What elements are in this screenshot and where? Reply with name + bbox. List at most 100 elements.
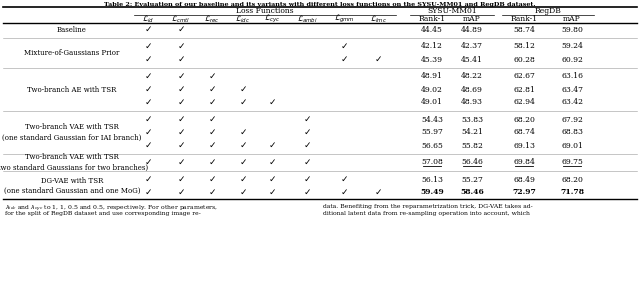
Text: 58.74: 58.74 bbox=[513, 25, 535, 33]
Text: ✓: ✓ bbox=[177, 175, 185, 184]
Text: ✓: ✓ bbox=[144, 42, 152, 51]
Text: 48.91: 48.91 bbox=[421, 73, 443, 80]
Text: data. Benefiting from the reparametrization trick, DG-VAE takes ad-: data. Benefiting from the reparametrizat… bbox=[323, 204, 532, 209]
Text: $\mathcal{L}_{lmc}$: $\mathcal{L}_{lmc}$ bbox=[369, 13, 387, 25]
Text: 55.27: 55.27 bbox=[461, 176, 483, 184]
Text: ✓: ✓ bbox=[208, 141, 216, 150]
Text: 72.97: 72.97 bbox=[512, 188, 536, 196]
Text: ✓: ✓ bbox=[340, 42, 348, 51]
Text: 59.24: 59.24 bbox=[561, 43, 583, 50]
Text: 68.20: 68.20 bbox=[561, 176, 583, 184]
Text: $\lambda_{idc}$ and $\lambda_{cyc}$ to 1, 1, 0.5 and 0.5, respectively. For othe: $\lambda_{idc}$ and $\lambda_{cyc}$ to 1… bbox=[5, 204, 218, 214]
Text: ✓: ✓ bbox=[208, 128, 216, 137]
Text: 56.46: 56.46 bbox=[461, 159, 483, 166]
Text: ✓: ✓ bbox=[303, 188, 311, 197]
Text: Rank-1: Rank-1 bbox=[419, 15, 445, 23]
Text: ✓: ✓ bbox=[177, 42, 185, 51]
Text: mAP: mAP bbox=[463, 15, 481, 23]
Text: ✓: ✓ bbox=[177, 72, 185, 81]
Text: ✓: ✓ bbox=[268, 141, 276, 150]
Text: Two-branch VAE with TSR
(two standard Gaussians for two branches): Two-branch VAE with TSR (two standard Ga… bbox=[0, 153, 148, 172]
Text: 63.47: 63.47 bbox=[561, 85, 583, 94]
Text: 49.02: 49.02 bbox=[421, 85, 443, 94]
Text: 42.37: 42.37 bbox=[461, 43, 483, 50]
Text: ✓: ✓ bbox=[239, 85, 247, 94]
Text: 48.22: 48.22 bbox=[461, 73, 483, 80]
Text: 71.78: 71.78 bbox=[560, 188, 584, 196]
Text: ✓: ✓ bbox=[177, 98, 185, 107]
Text: 56.65: 56.65 bbox=[421, 141, 443, 150]
Text: 48.69: 48.69 bbox=[461, 85, 483, 94]
Text: ✓: ✓ bbox=[144, 115, 152, 124]
Text: ✓: ✓ bbox=[144, 55, 152, 64]
Text: ✓: ✓ bbox=[208, 98, 216, 107]
Text: ditional latent data from re-sampling operation into account, which: ditional latent data from re-sampling op… bbox=[323, 211, 530, 217]
Text: ✓: ✓ bbox=[177, 141, 185, 150]
Text: $\mathcal{L}_{cmtl}$: $\mathcal{L}_{cmtl}$ bbox=[172, 13, 191, 25]
Text: ✓: ✓ bbox=[303, 128, 311, 137]
Text: $\mathcal{L}_{gmm}$: $\mathcal{L}_{gmm}$ bbox=[333, 13, 355, 25]
Text: 58.12: 58.12 bbox=[513, 43, 535, 50]
Text: ✓: ✓ bbox=[208, 158, 216, 167]
Text: ✓: ✓ bbox=[208, 115, 216, 124]
Text: Loss Functions: Loss Functions bbox=[236, 7, 294, 15]
Text: 68.20: 68.20 bbox=[513, 115, 535, 124]
Text: ✓: ✓ bbox=[303, 141, 311, 150]
Text: $\mathcal{L}_{ambi}$: $\mathcal{L}_{ambi}$ bbox=[297, 13, 317, 25]
Text: ✓: ✓ bbox=[144, 85, 152, 94]
Text: DG-VAE with TSR
(one standard Gaussian and one MoG): DG-VAE with TSR (one standard Gaussian a… bbox=[4, 177, 140, 195]
Text: ✓: ✓ bbox=[340, 55, 348, 64]
Text: 55.82: 55.82 bbox=[461, 141, 483, 150]
Text: ✓: ✓ bbox=[208, 175, 216, 184]
Text: ✓: ✓ bbox=[177, 188, 185, 197]
Text: ✓: ✓ bbox=[239, 188, 247, 197]
Text: 42.12: 42.12 bbox=[421, 43, 443, 50]
Text: 59.80: 59.80 bbox=[561, 25, 583, 33]
Text: ✓: ✓ bbox=[303, 158, 311, 167]
Text: Two-branch VAE with TSR
(one standard Gaussian for IAI branch): Two-branch VAE with TSR (one standard Ga… bbox=[3, 123, 141, 142]
Text: $\mathcal{L}_{rec}$: $\mathcal{L}_{rec}$ bbox=[204, 13, 220, 25]
Text: 54.43: 54.43 bbox=[421, 115, 443, 124]
Text: 45.41: 45.41 bbox=[461, 55, 483, 64]
Text: ✓: ✓ bbox=[144, 98, 152, 107]
Text: 62.81: 62.81 bbox=[513, 85, 535, 94]
Text: 56.13: 56.13 bbox=[421, 176, 443, 184]
Text: 67.92: 67.92 bbox=[561, 115, 583, 124]
Text: ✓: ✓ bbox=[208, 85, 216, 94]
Text: 49.01: 49.01 bbox=[421, 99, 443, 106]
Text: 57.08: 57.08 bbox=[421, 159, 443, 166]
Text: ✓: ✓ bbox=[144, 158, 152, 167]
Text: ✓: ✓ bbox=[144, 128, 152, 137]
Text: 69.01: 69.01 bbox=[561, 141, 583, 150]
Text: 63.16: 63.16 bbox=[561, 73, 583, 80]
Text: ✓: ✓ bbox=[268, 188, 276, 197]
Text: 69.84: 69.84 bbox=[513, 159, 535, 166]
Text: ✓: ✓ bbox=[177, 115, 185, 124]
Text: 63.42: 63.42 bbox=[561, 99, 583, 106]
Text: 69.13: 69.13 bbox=[513, 141, 535, 150]
Text: 53.83: 53.83 bbox=[461, 115, 483, 124]
Text: RegDB: RegDB bbox=[534, 7, 561, 15]
Text: ✓: ✓ bbox=[268, 175, 276, 184]
Text: Rank-1: Rank-1 bbox=[511, 15, 538, 23]
Text: ✓: ✓ bbox=[268, 158, 276, 167]
Text: ✓: ✓ bbox=[208, 72, 216, 81]
Text: ✓: ✓ bbox=[239, 141, 247, 150]
Text: ✓: ✓ bbox=[239, 175, 247, 184]
Text: 48.93: 48.93 bbox=[461, 99, 483, 106]
Text: ✓: ✓ bbox=[303, 115, 311, 124]
Text: ✓: ✓ bbox=[239, 98, 247, 107]
Text: ✓: ✓ bbox=[144, 188, 152, 197]
Text: ✓: ✓ bbox=[239, 128, 247, 137]
Text: ✓: ✓ bbox=[177, 85, 185, 94]
Text: ✓: ✓ bbox=[239, 158, 247, 167]
Text: 68.83: 68.83 bbox=[561, 129, 583, 136]
Text: 45.39: 45.39 bbox=[421, 55, 443, 64]
Text: ✓: ✓ bbox=[374, 55, 381, 64]
Text: $\mathcal{L}_{id}$: $\mathcal{L}_{id}$ bbox=[142, 13, 154, 25]
Text: Two-branch AE with TSR: Two-branch AE with TSR bbox=[28, 85, 116, 94]
Text: ✓: ✓ bbox=[177, 25, 185, 34]
Text: ✓: ✓ bbox=[177, 55, 185, 64]
Text: 62.67: 62.67 bbox=[513, 73, 535, 80]
Text: 60.28: 60.28 bbox=[513, 55, 535, 64]
